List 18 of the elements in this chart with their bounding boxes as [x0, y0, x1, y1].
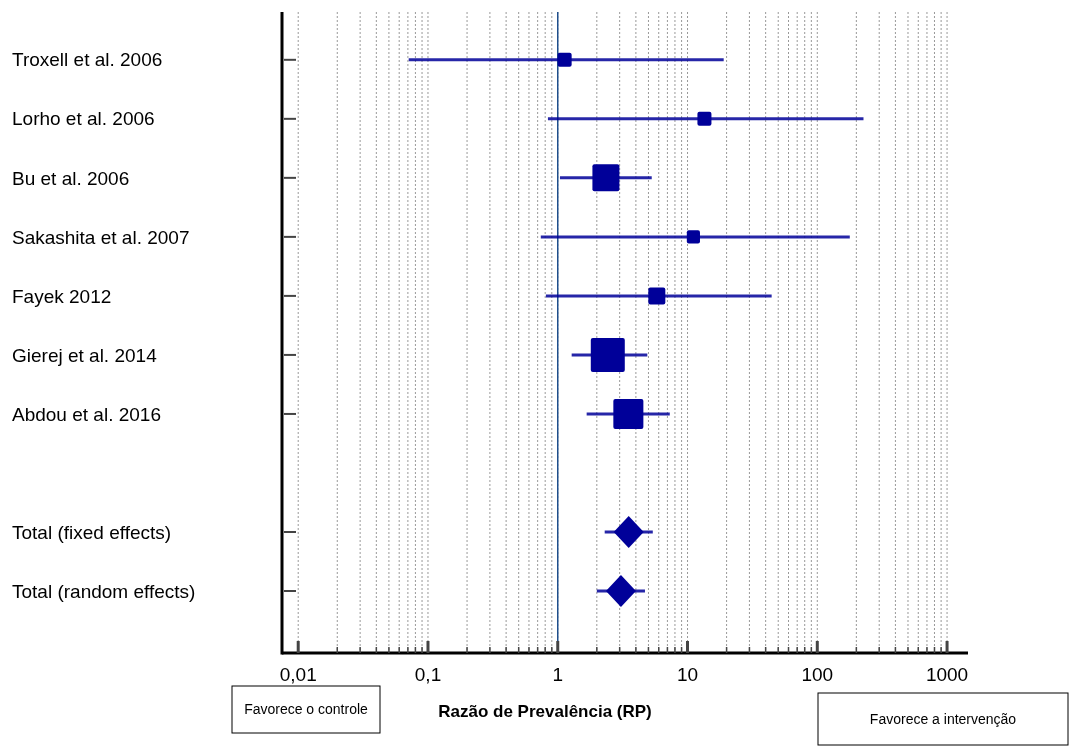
x-axis-title: Razão de Prevalência (RP)	[438, 702, 652, 721]
y-tick-label: Lorho et al. 2006	[12, 108, 155, 130]
y-tick-label: Troxell et al. 2006	[12, 49, 163, 71]
y-tick-label: Fayek 2012	[12, 285, 112, 307]
y-tick-label: Total (random effects)	[12, 580, 196, 602]
x-tick-label: 100	[801, 664, 834, 685]
x-tick-label: 10	[676, 664, 699, 685]
x-tick-label: 1000	[925, 664, 969, 685]
y-tick-label: Total (fixed effects)	[12, 521, 172, 543]
y-tick-label: Abdou et al. 2016	[12, 403, 161, 425]
x-tick-label: 1	[552, 664, 564, 685]
y-tick-label: Gierej et al. 2014	[12, 344, 158, 366]
y-tick-label: Bu et al. 2006	[12, 167, 130, 189]
text: Favorece o controle	[244, 701, 369, 718]
y-tick-label: Sakashita et al. 2007	[12, 226, 190, 248]
text: Favorece a intervenção	[869, 710, 1017, 727]
x-tick-label: 0,1	[414, 664, 442, 685]
x-tick-label: 0,01	[279, 664, 317, 685]
